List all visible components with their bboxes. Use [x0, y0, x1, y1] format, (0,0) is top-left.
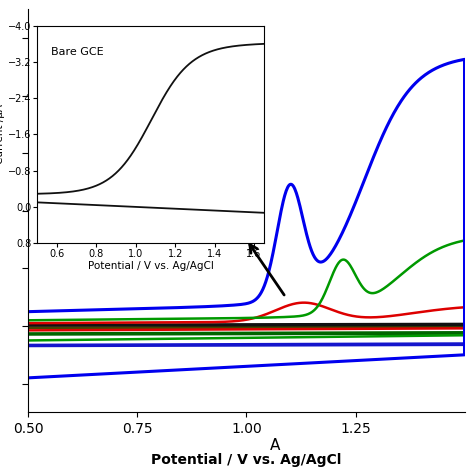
Text: A: A	[270, 438, 280, 454]
Text: Potential / V vs. Ag/AgCl: Potential / V vs. Ag/AgCl	[151, 453, 342, 467]
